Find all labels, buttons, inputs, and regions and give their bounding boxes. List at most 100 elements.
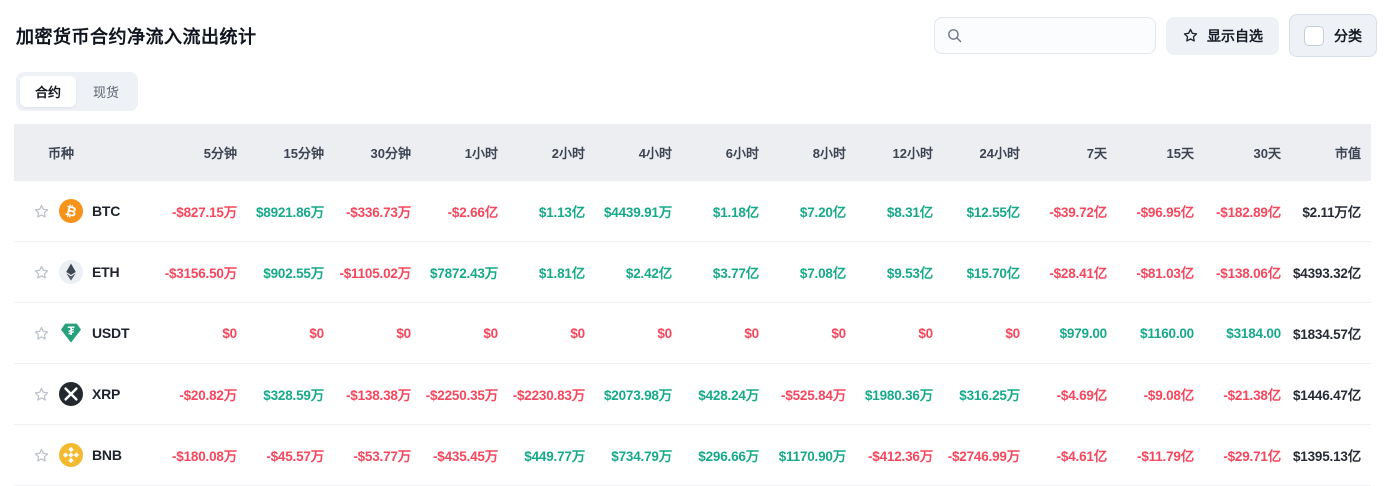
tab-contracts[interactable]: 合约 (20, 76, 77, 107)
table-row[interactable]: ETH -$3156.50万 $902.55万 -$1105.02万 $7872.43万… (14, 241, 1371, 303)
coin-symbol: ETH (92, 264, 120, 280)
market-cap-value: $4393.32亿 (1281, 241, 1371, 303)
netflow-value: $0 (846, 302, 933, 364)
netflow-value: -$39.72亿 (1020, 181, 1107, 242)
show-favorites-button[interactable]: 显示自选 (1166, 16, 1279, 55)
category-button[interactable]: 分类 (1289, 14, 1377, 57)
coin-cell: ₿ BTC (14, 181, 150, 241)
netflow-value: -$525.84万 (759, 363, 846, 425)
coin-symbol: USDT (92, 325, 130, 341)
tab-group: 合约 现货 (16, 72, 139, 111)
netflow-value: -$45.57万 (237, 424, 324, 486)
column-header[interactable]: 15分钟 (237, 124, 324, 181)
category-checkbox[interactable] (1304, 25, 1324, 46)
netflow-value: $0 (933, 302, 1020, 364)
svg-text:₮: ₮ (68, 326, 75, 338)
netflow-value: -$2230.83万 (498, 363, 585, 425)
netflow-value: -$2746.99万 (933, 424, 1020, 486)
netflow-value: -$336.73万 (324, 181, 411, 242)
netflow-value: -$3156.50万 (150, 241, 237, 303)
netflow-value: -$138.38万 (324, 363, 411, 425)
netflow-value: $15.70亿 (933, 241, 1020, 303)
netflow-value: -$435.45万 (411, 424, 498, 486)
column-header[interactable]: 30分钟 (324, 124, 411, 181)
table-row[interactable]: BNB -$180.08万 -$45.57万 -$53.77万 -$435.45万 $44… (14, 424, 1371, 486)
table-row[interactable]: XRP -$20.82万 $328.59万 -$138.38万 -$2250.35万 -$… (14, 363, 1371, 425)
column-header[interactable]: 2小时 (498, 124, 585, 181)
column-header[interactable]: 24小时 (933, 124, 1020, 181)
topbar: 加密货币合约净流入流出统计 显示自选 分类 (0, 0, 1385, 57)
netflow-value: -$827.15万 (150, 181, 237, 242)
netflow-value: $1170.90万 (759, 424, 846, 486)
netflow-value: -$29.71亿 (1194, 424, 1281, 486)
netflow-value: -$412.36万 (846, 424, 933, 486)
table-row[interactable]: ₮ USDT $0 $0 $0 $0 $0 $0 $0 $0 $0 $0 $979.00 $1160.00… (14, 302, 1371, 364)
netflow-value: $979.00 (1020, 302, 1107, 364)
column-header[interactable]: 市值 (1281, 124, 1371, 181)
header-controls: 显示自选 分类 (934, 14, 1377, 57)
coin-cell: BNB (14, 425, 150, 485)
eth-icon (59, 260, 83, 284)
netflow-value: $2.42亿 (585, 241, 672, 303)
netflow-value: $9.53亿 (846, 241, 933, 303)
netflow-value: $3.77亿 (672, 241, 759, 303)
netflow-value: -$81.03亿 (1107, 241, 1194, 303)
favorite-star-icon[interactable] (33, 203, 50, 220)
usdt-icon: ₮ (59, 321, 83, 345)
netflow-value: -$1105.02万 (324, 241, 411, 303)
column-header[interactable]: 币种 (14, 124, 150, 181)
favorite-star-icon[interactable] (33, 325, 50, 342)
svg-text:₿: ₿ (64, 203, 78, 220)
netflow-value: -$53.77万 (324, 424, 411, 486)
column-header[interactable]: 4小时 (585, 124, 672, 181)
netflow-value: -$180.08万 (150, 424, 237, 486)
column-header[interactable]: 5分钟 (150, 124, 237, 181)
netflow-value: $316.25万 (933, 363, 1020, 425)
search-input[interactable] (970, 27, 1144, 44)
market-cap-value: $1446.47亿 (1281, 363, 1371, 425)
netflow-value: $0 (672, 302, 759, 364)
netflow-table-wrap: 币种 5分钟 15分钟 30分钟 1小时 2小时 4小时 6小时 8小时 12小时 24小时 7天 15… (14, 124, 1371, 486)
column-header[interactable]: 30天 (1194, 124, 1281, 181)
column-header[interactable]: 1小时 (411, 124, 498, 181)
market-cap-value: $1834.57亿 (1281, 302, 1371, 364)
favorite-star-icon[interactable] (33, 264, 50, 281)
netflow-value: $1.13亿 (498, 181, 585, 242)
netflow-value: $734.79万 (585, 424, 672, 486)
table-row[interactable]: ₿ BTC -$827.15万 $8921.86万 -$336.73万 -$2.66亿 $1… (14, 181, 1371, 242)
search-box[interactable] (934, 17, 1156, 54)
column-header[interactable]: 12小时 (846, 124, 933, 181)
market-cap-value: $2.11万亿 (1281, 181, 1371, 242)
netflow-value: $0 (324, 302, 411, 364)
coin-cell: ETH (14, 242, 150, 302)
netflow-value: -$96.95亿 (1107, 181, 1194, 242)
coin-symbol: BTC (92, 203, 121, 219)
netflow-value: $3184.00 (1194, 302, 1281, 364)
column-header[interactable]: 7天 (1020, 124, 1107, 181)
netflow-value: $1160.00 (1107, 302, 1194, 364)
netflow-value: $8921.86万 (237, 181, 324, 242)
netflow-value: $4439.91万 (585, 181, 672, 242)
xrp-icon (59, 382, 83, 406)
favorite-star-icon[interactable] (33, 386, 50, 403)
netflow-value: -$21.38亿 (1194, 363, 1281, 425)
category-label: 分类 (1334, 27, 1362, 44)
netflow-table: 币种 5分钟 15分钟 30分钟 1小时 2小时 4小时 6小时 8小时 12小时 24小时 7天 15… (14, 124, 1371, 486)
netflow-value: $2073.98万 (585, 363, 672, 425)
tab-spot[interactable]: 现货 (93, 85, 120, 100)
netflow-value: -$138.06亿 (1194, 241, 1281, 303)
favorite-star-icon[interactable] (33, 447, 50, 464)
netflow-value: -$4.61亿 (1020, 424, 1107, 486)
column-header[interactable]: 6小时 (672, 124, 759, 181)
column-header[interactable]: 8小时 (759, 124, 846, 181)
search-icon (946, 27, 963, 44)
netflow-value: $0 (237, 302, 324, 364)
netflow-value: $449.77万 (498, 424, 585, 486)
market-cap-value: $1395.13亿 (1281, 424, 1371, 486)
netflow-value: $328.59万 (237, 363, 324, 425)
coin-cell: ₮ USDT (14, 303, 150, 363)
netflow-value: $0 (585, 302, 672, 364)
netflow-value: -$20.82万 (150, 363, 237, 425)
btc-icon: ₿ (59, 199, 83, 223)
column-header[interactable]: 15天 (1107, 124, 1194, 181)
